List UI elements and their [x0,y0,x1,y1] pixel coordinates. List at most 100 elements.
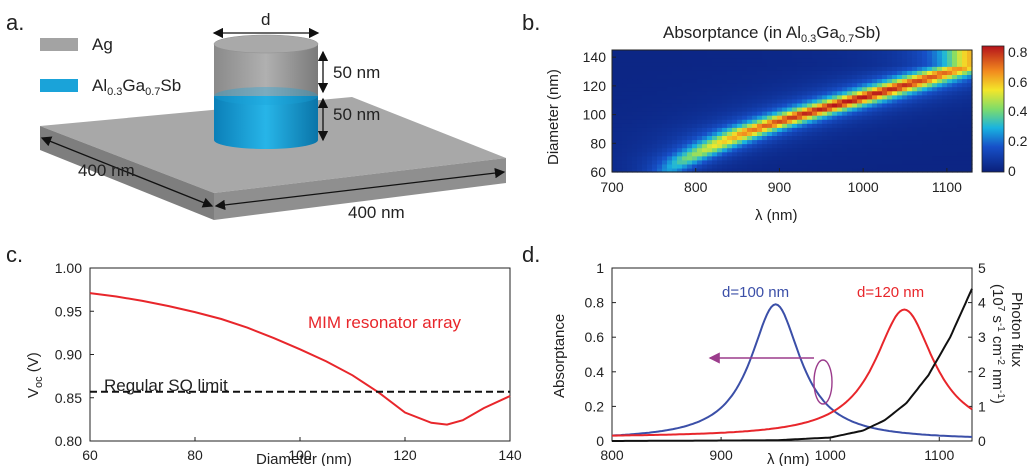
heatmap-cell [962,78,968,84]
heatmap-cell [632,106,638,112]
heatmap-cell [847,131,853,136]
heatmap-cell [862,123,868,128]
heatmap-cell [927,70,933,75]
heatmap-cell [947,78,953,84]
heatmap-cell [722,119,728,124]
heatmap-cell [852,58,858,63]
heatmap-cell [662,74,668,80]
heatmap-cell [932,78,938,84]
heatmap-cell [612,111,618,116]
heatmap-cell [712,151,718,157]
heatmap-cell [617,98,623,104]
heatmap-cell [757,50,763,55]
heatmap-cell [872,102,878,108]
heatmap-cell [947,90,953,96]
heatmap-cell [717,119,723,124]
heatmap-cell [847,106,853,112]
heatmap-cell [832,58,838,63]
heatmap-cell [772,74,778,80]
heatmap-cell [787,155,793,161]
heatmap-cell [692,119,698,124]
heatmap-cell [802,94,808,100]
heatmap-cell [617,102,623,108]
heatmap-cell [967,119,973,124]
heatmap-cell [802,54,808,59]
heatmap-cell [632,102,638,108]
heatmap-cell [937,82,943,88]
heatmap-cell [657,115,663,120]
heatmap-cell [672,163,678,169]
heatmap-cell [692,94,698,100]
heatmap-cell [697,163,703,169]
heatmap-cell [782,143,788,149]
voc-ytick-label: 0.80 [55,433,82,449]
heatmap-cell [892,143,898,149]
heatmap-cell [647,111,653,116]
heatmap-cell [747,62,753,67]
heatmap-cell [837,163,843,169]
heatmap-cell [962,82,968,88]
heatmap-cell [877,163,883,169]
heatmap-cell [637,66,643,71]
heatmap-cell [947,167,953,173]
heatmap-cell [677,106,683,112]
heatmap-cell [807,167,813,173]
spectra-ytick-label: 0.4 [585,364,605,380]
heatmap-cell [907,58,913,63]
heatmap-cell [757,58,763,63]
heatmap-cell [922,78,928,84]
heatmap-cell [642,159,648,165]
heatmap-cell [737,135,743,141]
heatmap-cell [947,155,953,161]
heatmap-cell [617,74,623,80]
heatmap-cell [682,102,688,108]
heatmap-cell [907,66,913,71]
heatmap-cell [742,78,748,84]
heatmap-cell [917,78,923,84]
heatmap-cell [917,86,923,92]
heatmap-cell [642,54,648,59]
heatmap-cell [712,139,718,145]
heatmap-cell [622,159,628,165]
spectra-xtick-label: 900 [709,447,733,463]
heatmap-cell [942,131,948,136]
heatmap-cell [762,123,768,128]
heatmap-cell [717,78,723,84]
heatmap-cell [702,94,708,100]
heatmap-cell [952,82,958,88]
heatmap-cell [842,102,848,108]
heatmap-cell [692,151,698,157]
heatmap-cell [852,111,858,116]
heatmap-cell [672,106,678,112]
heatmap-cell [947,111,953,116]
heatmap-cell [957,86,963,92]
heatmap-cell [907,143,913,149]
heatmap-cell [877,143,883,149]
dim-label-top: 50 nm [333,63,380,82]
heatmap-cell [697,86,703,92]
heatmap-cell [662,155,668,161]
voc-xtick-label: 140 [498,447,522,463]
heatmap-cell [687,74,693,80]
heatmap-cell [937,74,943,80]
colorbar-tick-3: 0.2 [1008,133,1028,149]
heatmap-cell [822,167,828,173]
heatmap-cell [692,98,698,104]
heatmap-cell [727,74,733,80]
heatmap-cell [722,82,728,88]
heatmap-cell [942,163,948,169]
heatmap-cell [702,127,708,132]
heatmap-cell [927,78,933,84]
heatmap-cell [802,70,808,75]
heatmap-cell [952,62,958,67]
spectra-xtick-label: 1000 [815,447,846,463]
heatmap-cell [877,58,883,63]
heatmap-cell [747,111,753,116]
heatmap-cell [622,155,628,161]
axis-indicator-ellipse [813,359,833,405]
heatmap-cell [832,143,838,149]
heatmap-cell [657,98,663,104]
heatmap-cell [672,50,678,55]
heatmap-cell [672,139,678,145]
heatmap-cell [672,127,678,132]
